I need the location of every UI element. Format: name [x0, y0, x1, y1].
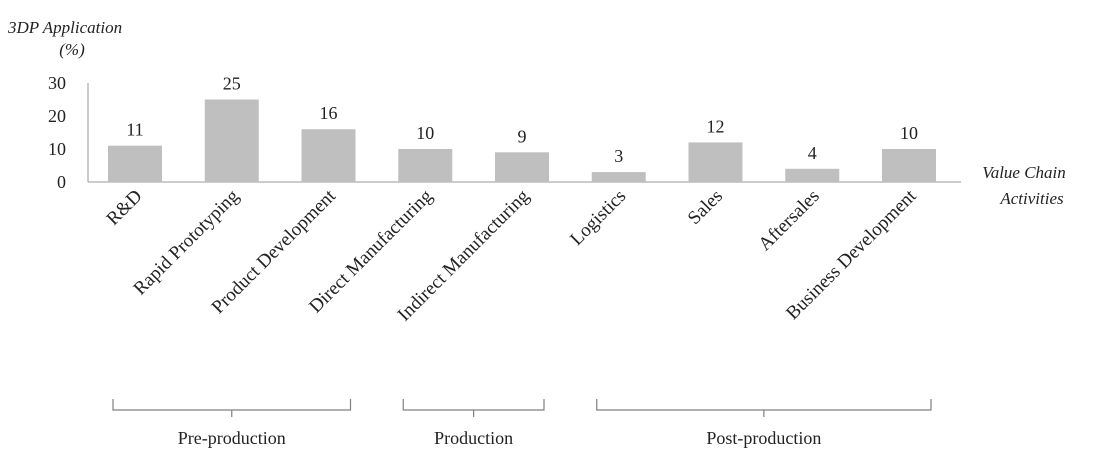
- x-tick-label: Rapid Prototyping: [130, 185, 244, 299]
- x-axis-title-line2: Activities: [999, 189, 1064, 208]
- bar: [108, 145, 162, 182]
- bar: [882, 149, 936, 182]
- y-tick-label: 30: [48, 73, 66, 93]
- bar: [785, 168, 840, 182]
- x-axis-title: Value Chain Activities: [982, 163, 1066, 208]
- group-bracket: [596, 399, 932, 417]
- bar: [495, 152, 549, 182]
- data-label: 12: [707, 116, 725, 136]
- y-tick-label: 10: [48, 139, 66, 159]
- y-tick-label: 20: [48, 106, 66, 126]
- y-tick-label: 0: [57, 172, 66, 192]
- y-axis-title: 3DP Application (%): [7, 18, 122, 59]
- x-axis-title-line1: Value Chain: [982, 163, 1066, 182]
- y-axis-title-line1: 3DP Application: [7, 18, 122, 37]
- group-label: Post-production: [706, 428, 821, 448]
- bar: [398, 149, 453, 182]
- group-label: Production: [434, 428, 513, 448]
- data-label: 10: [900, 123, 918, 143]
- x-tick-label: Logistics: [566, 186, 630, 250]
- data-label: 11: [126, 120, 143, 140]
- y-axis-title-line2: (%): [59, 40, 85, 59]
- data-label: 9: [518, 126, 527, 146]
- data-label: 4: [808, 143, 817, 163]
- x-tick-label: R&D: [103, 186, 147, 230]
- group-brackets: Pre-production Production Post-production: [112, 399, 932, 448]
- data-label: 3: [614, 146, 623, 166]
- x-tick-label: Sales: [684, 186, 727, 229]
- bar: [204, 99, 259, 182]
- group-bracket: [112, 399, 352, 417]
- x-tick-label: Aftersales: [754, 186, 823, 255]
- data-label: 10: [416, 123, 434, 143]
- bar: [591, 172, 646, 182]
- group-bracket: [402, 399, 545, 417]
- group-label: Pre-production: [178, 428, 286, 448]
- bar: [688, 142, 743, 182]
- bar: [301, 129, 356, 182]
- data-label: 25: [223, 74, 241, 94]
- data-label: 16: [320, 103, 338, 123]
